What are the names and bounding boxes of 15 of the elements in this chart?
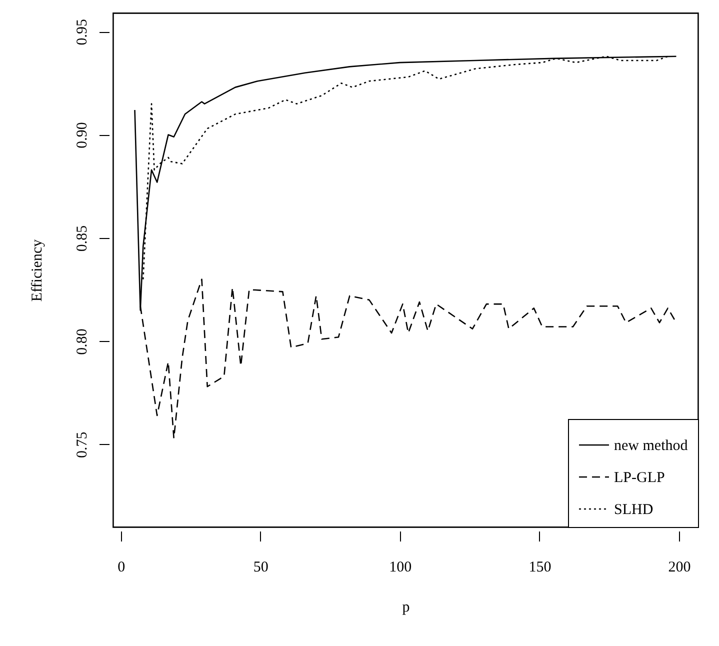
legend-label: SLHD	[614, 502, 654, 518]
y-tick-label: 0.85	[74, 225, 90, 252]
y-tick-label: 0.90	[74, 122, 90, 148]
legend-label: new method	[614, 438, 688, 454]
legend-label: LP-GLP	[614, 470, 665, 486]
x-tick-label: 200	[668, 560, 691, 576]
y-tick-label: 0.75	[74, 432, 90, 458]
y-tick-label: 0.80	[74, 328, 90, 355]
x-axis-title: p	[402, 600, 410, 616]
y-tick-label: 0.95	[74, 18, 90, 46]
x-tick-label: 100	[389, 560, 412, 576]
x-tick-label: 150	[528, 560, 552, 576]
x-tick-label: 0	[118, 560, 126, 576]
y-axis-title: Efficiency	[30, 238, 46, 302]
x-tick-label: 50	[253, 560, 268, 576]
